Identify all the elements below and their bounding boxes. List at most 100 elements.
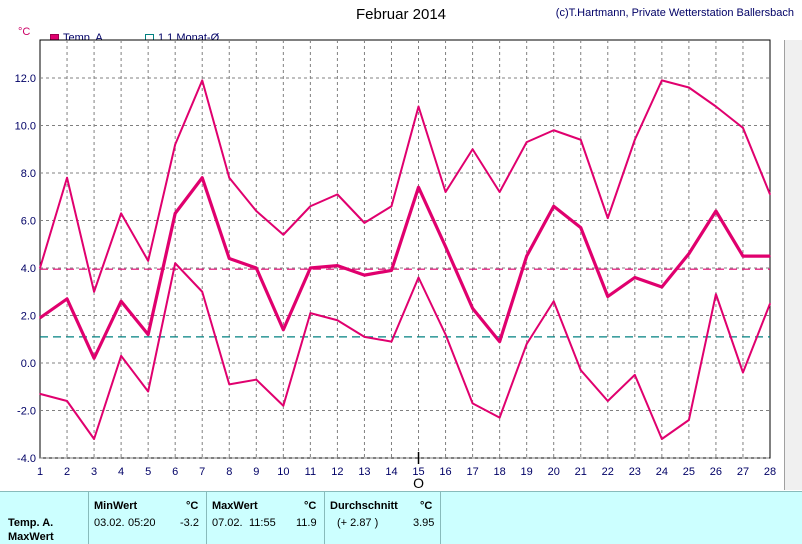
data-point-max xyxy=(147,260,149,262)
credit-text: (c)T.Hartmann, Private Wetterstation Bal… xyxy=(555,7,794,19)
data-point-min xyxy=(688,419,690,421)
data-point-max xyxy=(390,205,393,208)
stats-table: Temp. A. MaxWert MinWert °C 03.02. 05:20… xyxy=(0,491,802,544)
x-tick-label: 11 xyxy=(305,466,316,478)
data-point-min xyxy=(769,302,771,305)
y-tick-label: 8.0 xyxy=(21,168,36,180)
avg-header: Durchschnitt xyxy=(330,500,398,512)
min-value: -3.2 xyxy=(180,517,199,529)
data-point-mean xyxy=(769,255,771,257)
x-tick-label: 23 xyxy=(629,466,641,478)
max-header: MaxWert xyxy=(212,500,258,512)
data-point-min xyxy=(444,333,447,336)
x-tick-label: 3 xyxy=(91,466,97,478)
data-point-max xyxy=(715,105,717,108)
data-point-min xyxy=(525,343,528,345)
data-point-max xyxy=(661,79,663,82)
data-point-mean xyxy=(688,252,690,255)
y-tick-label: 12.0 xyxy=(15,73,36,85)
data-point-mean xyxy=(715,210,717,212)
data-point-min xyxy=(174,262,176,265)
data-point-mean xyxy=(525,255,528,257)
data-point-max xyxy=(66,176,68,179)
min-header: MinWert xyxy=(94,500,138,512)
data-point-min xyxy=(228,383,231,386)
x-tick-label: 6 xyxy=(172,466,178,478)
data-point-mean xyxy=(174,212,176,215)
x-tick-label: 26 xyxy=(710,466,722,478)
data-point-mean xyxy=(66,298,68,300)
y-tick-label: 4.0 xyxy=(21,263,36,275)
right-scrollbar[interactable] xyxy=(784,40,802,490)
data-point-mean xyxy=(606,295,609,298)
data-point-max xyxy=(471,148,474,151)
data-point-min xyxy=(93,438,95,440)
x-tick-label: 13 xyxy=(358,466,370,478)
data-point-min xyxy=(715,293,717,295)
x-tick-label: 24 xyxy=(656,466,668,478)
data-point-max xyxy=(606,217,609,219)
row-label-temp: Temp. A. xyxy=(8,517,54,529)
x-tick-label: 14 xyxy=(385,466,397,478)
series-line-mean xyxy=(39,176,770,360)
plot-frame xyxy=(39,39,771,459)
min-time: 05:20 xyxy=(128,517,156,529)
x-tick-label: 17 xyxy=(466,466,478,478)
data-point-max xyxy=(363,222,366,224)
row-label-max: MaxWert xyxy=(8,531,54,543)
x-tick-label: 25 xyxy=(683,466,695,478)
data-point-min xyxy=(471,402,474,405)
x-tick-label: 4 xyxy=(118,466,124,478)
data-point-min xyxy=(147,390,149,393)
data-point-min xyxy=(742,371,744,374)
y-tick-label: 10.0 xyxy=(15,121,36,133)
data-point-mean xyxy=(444,245,447,248)
data-point-max xyxy=(444,191,447,193)
data-point-mean xyxy=(552,205,555,208)
table-divider xyxy=(440,492,441,544)
table-divider xyxy=(88,492,89,544)
data-point-mean xyxy=(147,333,149,336)
data-point-min xyxy=(39,393,41,395)
data-point-mean xyxy=(742,255,744,257)
y-tick-label: 0.0 xyxy=(21,358,36,370)
data-point-max xyxy=(255,210,258,212)
data-point-min xyxy=(417,276,420,279)
data-point-mean xyxy=(390,269,393,272)
chart-plot: -4.0-2.00.02.04.06.08.010.012.01 2 3 4 5 6 7 8 9… xyxy=(15,39,776,491)
data-point-min xyxy=(579,369,582,371)
x-tick-label: 5 xyxy=(145,466,151,478)
data-point-max xyxy=(201,79,204,82)
data-point-max xyxy=(688,86,690,89)
data-point-max xyxy=(498,191,501,193)
y-tick-label: 2.0 xyxy=(21,311,36,323)
data-point-min xyxy=(552,300,555,303)
data-point-min xyxy=(606,400,609,402)
max-unit: °C xyxy=(304,500,317,512)
min-unit: °C xyxy=(186,500,199,512)
data-point-mean xyxy=(309,267,312,269)
data-point-mean xyxy=(336,264,339,267)
max-time: 11:55 xyxy=(249,517,276,529)
data-point-min xyxy=(120,355,122,357)
data-point-mean xyxy=(579,226,582,229)
data-point-mean xyxy=(363,274,366,276)
data-point-min xyxy=(390,340,393,343)
x-tick-label: 12 xyxy=(331,466,343,478)
data-point-max xyxy=(93,290,95,293)
y-tick-label: -4.0 xyxy=(17,453,36,465)
x-tick-label: 16 xyxy=(439,466,451,478)
table-divider xyxy=(324,492,325,544)
data-point-mean xyxy=(255,267,258,269)
data-point-max xyxy=(309,205,312,208)
data-point-mean xyxy=(661,286,663,288)
x-tick-label: 8 xyxy=(226,466,232,478)
data-point-max xyxy=(552,129,555,132)
data-point-mean xyxy=(417,186,420,189)
max-value: 11.9 xyxy=(296,517,317,529)
data-point-min xyxy=(282,404,285,407)
data-point-max xyxy=(525,141,528,143)
data-point-max xyxy=(174,143,176,146)
data-point-mean xyxy=(471,307,474,310)
x-tick-label: 28 xyxy=(764,466,776,478)
